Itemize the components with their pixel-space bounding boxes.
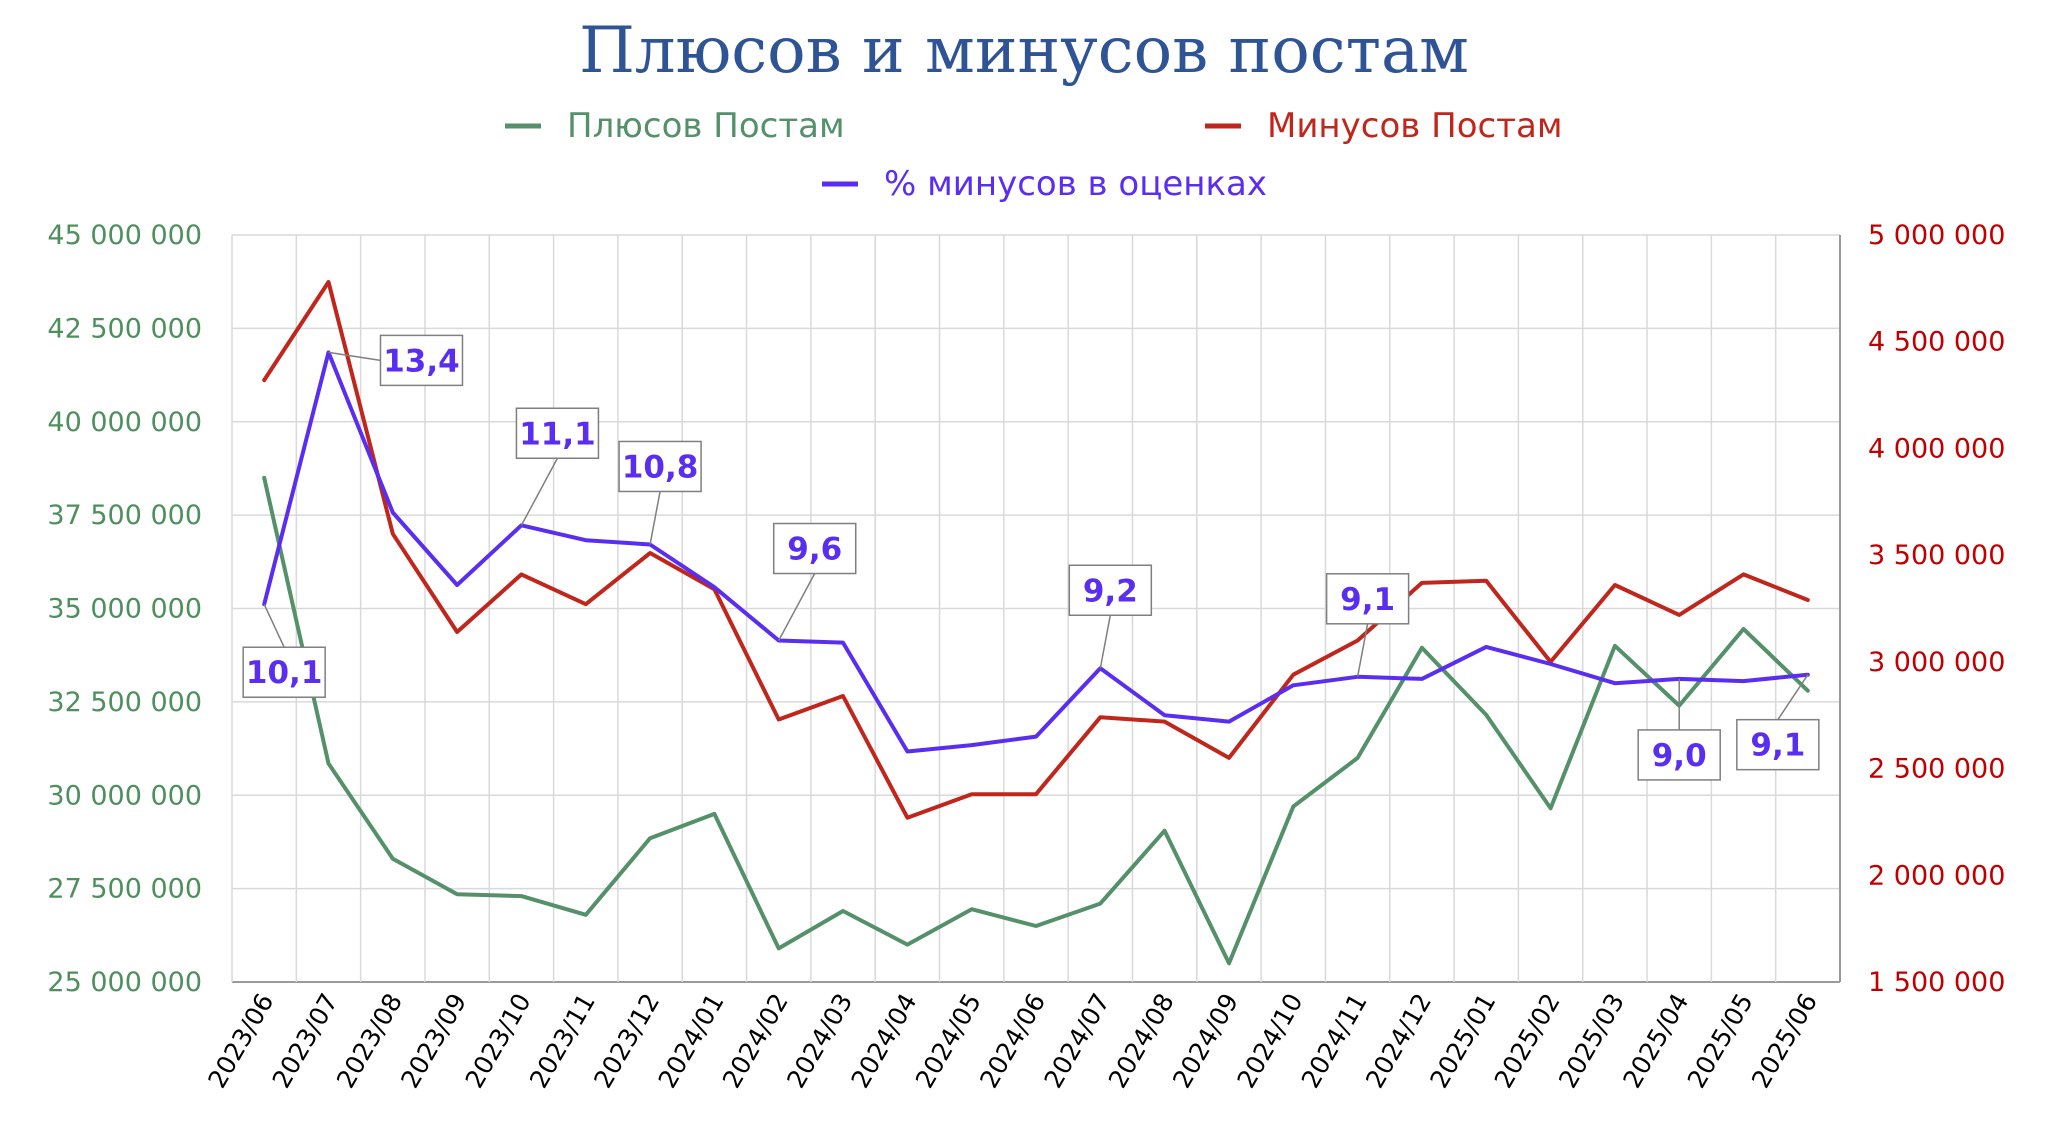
callout-box [379, 334, 464, 387]
callout-label: 9,0 [1652, 738, 1707, 774]
callout-box [1637, 729, 1721, 781]
callout: 10,1 [242, 603, 326, 698]
series-line-2 [262, 280, 1810, 820]
right-y-tick-label: 3 500 000 [1868, 540, 2005, 571]
callout-box [1068, 564, 1153, 617]
left-y-tick-label: 32 500 000 [47, 687, 202, 718]
callout-label: 9,2 [1083, 573, 1138, 609]
callout-box [1325, 573, 1410, 625]
callout-label: 10,1 [246, 655, 323, 691]
left-y-tick-label: 27 500 000 [47, 874, 202, 905]
callout-label: 11,1 [519, 416, 596, 452]
callout-label: 9,1 [1750, 728, 1805, 764]
right-y-tick-label: 2 000 000 [1868, 860, 2005, 891]
chart-title: Плюсов и минусов постам [579, 14, 1469, 88]
callout-label: 9,6 [787, 532, 842, 568]
left-y-tick-label: 37 500 000 [47, 500, 202, 531]
callout: 11,1 [515, 407, 600, 526]
callout-label: 9,1 [1340, 582, 1395, 618]
callout: 9,0 [1637, 678, 1721, 781]
callout: 9,2 [1068, 564, 1153, 669]
callout-leader [520, 457, 559, 526]
series-line-1 [262, 475, 1810, 966]
left-y-tick-label: 25 000 000 [47, 967, 202, 998]
callout: 10,8 [618, 440, 702, 545]
callout: 9,6 [772, 522, 857, 641]
left-y-tick-label: 35 000 000 [47, 594, 202, 625]
gridlines [231, 234, 1841, 983]
callout: 9,1 [1736, 674, 1820, 771]
left-y-tick-label: 40 000 000 [47, 407, 202, 438]
callout-label: 10,8 [622, 449, 699, 485]
right-y-tick-label: 1 500 000 [1868, 967, 2005, 998]
series-line-3 [262, 350, 1810, 754]
legend-label: Минусов Постам [1267, 106, 1562, 146]
right-y-tick-label: 4 000 000 [1868, 433, 2005, 464]
legend-label: Плюсов Постам [567, 106, 845, 146]
callout-label: 13,4 [383, 343, 460, 379]
left-y-tick-label: 45 000 000 [47, 220, 202, 251]
callout: 13,4 [328, 334, 464, 387]
right-y-tick-label: 4 500 000 [1868, 327, 2005, 358]
left-y-axis: 25 000 000 27 500 000 30 000 000 32 500 000… [47, 220, 202, 998]
callout: 9,1 [1325, 573, 1410, 677]
left-y-tick-label: 42 500 000 [47, 313, 202, 344]
x-axis: 2023/062023/072023/082023/092023/102023/… [202, 988, 1823, 1092]
series-lines [262, 280, 1810, 966]
callout-leader [1777, 674, 1809, 721]
callout-leader [328, 351, 381, 362]
callout-box [1736, 718, 1820, 771]
callout-box [515, 407, 600, 460]
callout-leader [1099, 615, 1112, 669]
right-y-tick-label: 5 000 000 [1868, 220, 2005, 251]
legend: Плюсов Постам Минусов Постам% минусов в о… [505, 106, 1562, 204]
callout-leader [1356, 623, 1369, 677]
callout-box [618, 440, 702, 493]
callout-box [772, 522, 857, 575]
right-y-axis: 1 500 000 2 000 000 2 500 000 3 000 000 3 50… [1868, 220, 2005, 998]
callout-box [242, 646, 326, 698]
right-y-tick-label: 3 000 000 [1868, 647, 2005, 678]
legend-label: % минусов в оценках [884, 164, 1267, 204]
left-y-tick-label: 30 000 000 [47, 780, 202, 811]
callout-leader [263, 603, 285, 648]
right-y-tick-label: 2 500 000 [1868, 754, 2005, 785]
callout-leader [778, 573, 816, 641]
callout-leader [649, 491, 661, 545]
data-callouts: 10,1 13,4 11,1 10,8 9,6 9,2 9,1 9,0 9,1 [242, 334, 1820, 781]
